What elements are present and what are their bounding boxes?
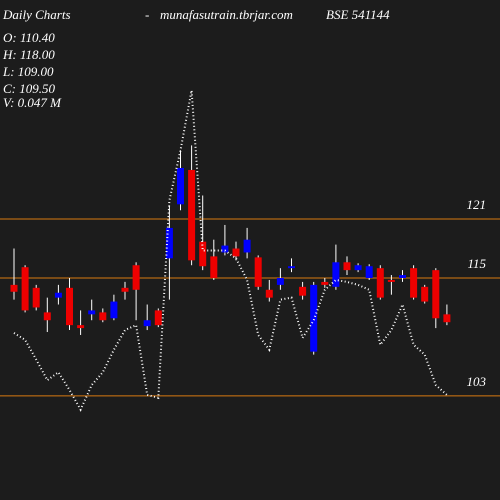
y-tick-label: 115	[467, 256, 486, 271]
candle-body	[399, 275, 406, 278]
candle-body	[188, 169, 196, 261]
candle-body	[321, 281, 329, 285]
candle-body	[365, 266, 373, 278]
symbol: BSE 541144	[326, 7, 390, 22]
candle-body	[77, 325, 85, 329]
candle-body	[66, 287, 73, 326]
candle-body	[299, 286, 307, 296]
candle-body	[177, 167, 184, 205]
candle-body	[376, 268, 384, 298]
candle-body	[421, 286, 429, 302]
candle-body	[143, 320, 151, 327]
candle-body	[432, 270, 440, 319]
candle-body	[43, 312, 51, 321]
candle-body	[54, 292, 62, 298]
candle-body	[210, 256, 218, 278]
subtitle: munafasutrain.tbrjar.com	[160, 7, 293, 22]
candle-body	[132, 265, 140, 290]
candle-body	[154, 310, 162, 326]
separator: -	[145, 7, 149, 22]
info-line: V: 0.047 M	[3, 95, 62, 110]
chart-title: Daily Charts	[2, 7, 71, 22]
candle-body	[443, 314, 451, 323]
candle-body	[232, 248, 240, 257]
candle-body	[121, 287, 129, 292]
candle-body	[199, 241, 207, 267]
candle-body	[410, 268, 418, 298]
candle-body	[265, 289, 273, 298]
candle-body	[243, 239, 251, 253]
candle-body	[288, 266, 295, 269]
info-line: O: 110.40	[3, 30, 55, 45]
info-line: L: 109.00	[2, 64, 54, 79]
y-tick-label: 103	[467, 374, 487, 389]
candle-body	[276, 277, 284, 285]
plot-area	[0, 90, 500, 412]
candle-body	[354, 265, 362, 271]
candle-body	[21, 267, 29, 311]
info-line: C: 109.50	[3, 81, 56, 96]
candle-body	[332, 262, 340, 287]
candle-body	[88, 310, 96, 315]
info-line: H: 118.00	[2, 47, 55, 62]
candle-body	[221, 245, 229, 253]
candle-body	[110, 301, 118, 319]
candle-body	[99, 312, 107, 321]
candle-body	[310, 284, 318, 352]
candle-body	[343, 262, 351, 271]
candle-body	[387, 279, 395, 282]
y-tick-label: 121	[467, 197, 487, 212]
candle-body	[10, 284, 18, 292]
candle-body	[254, 257, 262, 287]
candle-body	[32, 287, 40, 308]
indicator-line	[13, 90, 448, 412]
candle-body	[165, 227, 173, 259]
